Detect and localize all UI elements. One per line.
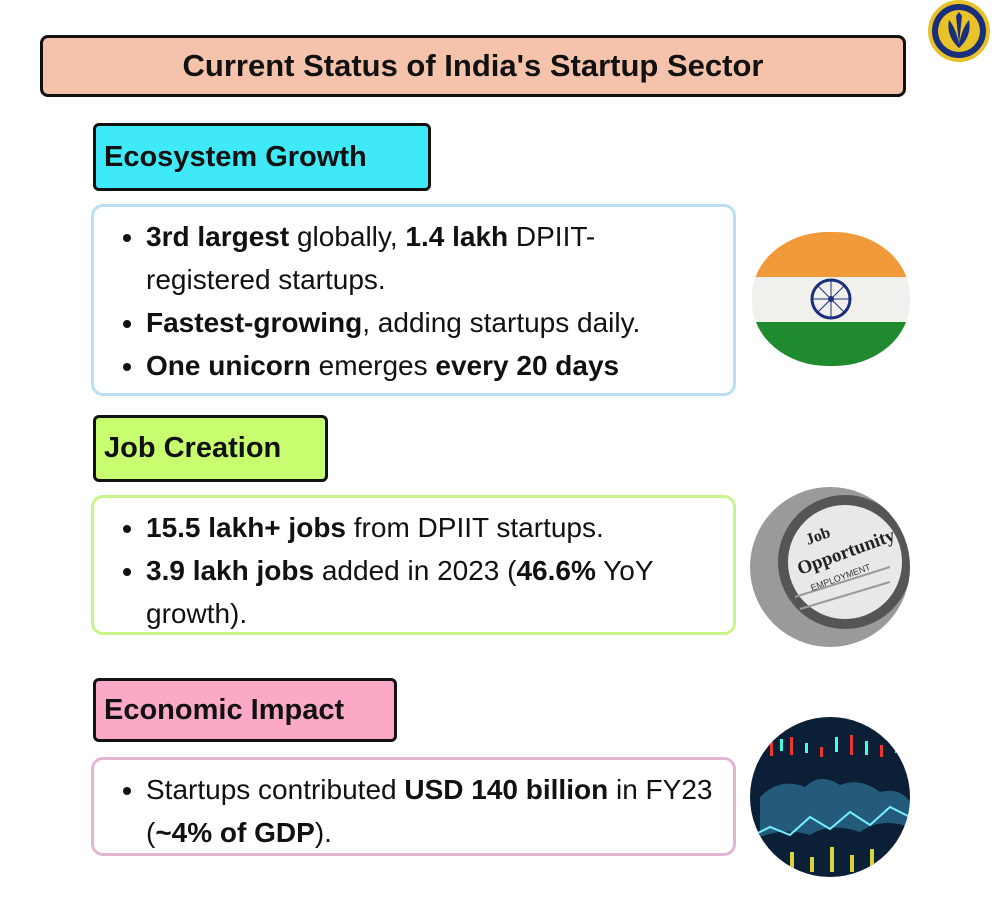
bullet-list: 15.5 lakh+ jobs from DPIIT startups.3.9 … — [124, 506, 719, 635]
bold-text: 3rd largest — [146, 221, 290, 252]
bullet-item: Fastest-growing, adding startups daily. — [146, 301, 719, 344]
section-label-job-creation: Job Creation — [93, 415, 328, 482]
bullet-item: One unicorn emerges every 20 days — [146, 344, 719, 387]
section-label-text: Ecosystem Growth — [104, 140, 367, 173]
job-creation-card: 15.5 lakh+ jobs from DPIIT startups.3.9 … — [91, 495, 736, 635]
job-opportunity-newspaper-magnifier-icon: Job Opportunity EMPLOYMENT — [750, 487, 910, 647]
stock-market-world-map-icon — [750, 717, 910, 877]
bullet-text: in FY23 ( — [146, 774, 713, 848]
bold-text: USD 140 billion — [404, 774, 609, 805]
page-title: Current Status of India's Startup Sector — [40, 35, 906, 97]
emblem-logo-icon — [928, 0, 990, 62]
bold-text: 3.9 lakh jobs — [146, 555, 315, 586]
bullet-text: globally, — [289, 221, 406, 252]
bold-text: ~4% of GDP — [155, 817, 315, 848]
bold-text: 1.4 lakh — [405, 221, 509, 252]
ecosystem-growth-card: 3rd largest globally, 1.4 lakh DPIIT-reg… — [91, 204, 736, 396]
bullet-text: YoY growth). — [146, 555, 653, 629]
bold-text: Fastest-growing — [146, 307, 363, 338]
bullet-text: added in 2023 ( — [314, 555, 517, 586]
bullet-list: Startups contributed USD 140 billion in … — [124, 768, 719, 854]
bullet-text: Startups contributed — [146, 774, 405, 805]
bullet-item: Startups contributed USD 140 billion in … — [146, 768, 719, 854]
bullet-list: 3rd largest globally, 1.4 lakh DPIIT-reg… — [124, 215, 719, 387]
bullet-item: 15.5 lakh+ jobs from DPIIT startups. — [146, 506, 719, 549]
bold-text: 46.6% — [516, 555, 596, 586]
section-label-text: Economic Impact — [104, 693, 345, 726]
bullet-text: emerges — [310, 350, 436, 381]
bold-text: 15.5 lakh+ jobs — [146, 512, 346, 543]
bold-text: One unicorn — [146, 350, 311, 381]
section-label-text: Job Creation — [104, 432, 282, 464]
india-flag-icon — [752, 232, 910, 366]
bullet-text: , adding startups daily. — [362, 307, 641, 338]
section-label-economic-impact: Economic Impact — [93, 678, 397, 742]
economic-impact-card: Startups contributed USD 140 billion in … — [91, 757, 736, 856]
bullet-text: DPIIT-registered startups. — [146, 221, 596, 295]
bullet-item: 3.9 lakh jobs added in 2023 (46.6% YoY g… — [146, 549, 719, 635]
bullet-text: ). — [314, 817, 332, 848]
bullet-item: 3rd largest globally, 1.4 lakh DPIIT-reg… — [146, 215, 719, 301]
section-label-ecosystem-growth: Ecosystem Growth — [93, 123, 431, 191]
bullet-text: from DPIIT startups. — [346, 512, 604, 543]
bold-text: every 20 days — [435, 350, 620, 381]
page-title-text: Current Status of India's Startup Sector — [182, 48, 764, 83]
